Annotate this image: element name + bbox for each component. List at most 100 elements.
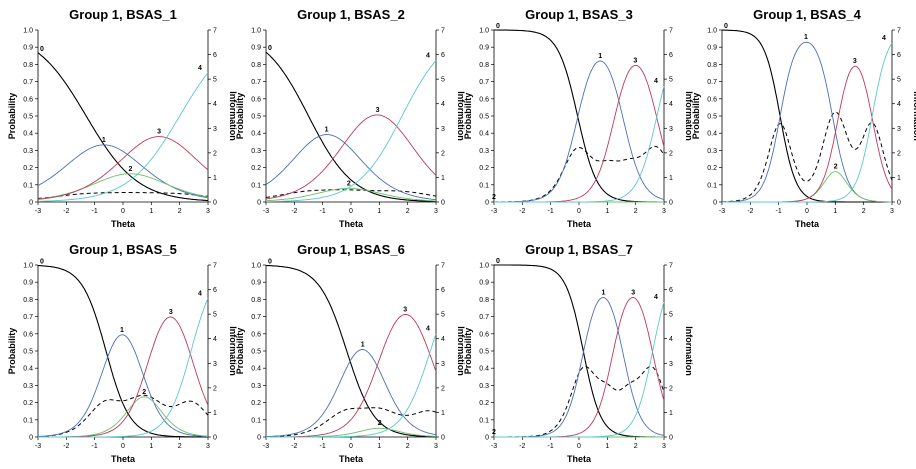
- y-tick-label: 0.6: [23, 96, 33, 103]
- information-curve: [494, 365, 665, 438]
- chart-panel: Group 1, BSAS_6 -3 -2 -1 0 1 2 3 0 0.1 0.2 0.3 0.4 0.…: [228, 235, 466, 469]
- x-tick-label: -2: [63, 208, 69, 215]
- category-curve-2: [37, 173, 209, 200]
- x-axis-label: Theta: [111, 454, 136, 464]
- category-label-1: 1: [120, 327, 124, 334]
- info-tick-label: 1: [897, 175, 901, 182]
- info-tick-label: 3: [441, 126, 445, 133]
- y-tick-label: 0.4: [251, 366, 261, 373]
- x-tick-label: 2: [406, 208, 410, 215]
- y-tick-label: 0.1: [251, 417, 261, 424]
- category-curve-1: [494, 60, 665, 203]
- y-tick-label: 0.7: [479, 314, 489, 321]
- info-tick-label: 2: [897, 150, 901, 157]
- y-tick-label: 0.4: [479, 131, 489, 138]
- info-tick-label: 0: [213, 435, 217, 442]
- x-tick-label: 0: [349, 443, 353, 450]
- category-label-3: 3: [631, 289, 635, 296]
- x-tick-label: 3: [434, 208, 438, 215]
- category-curve-3: [265, 114, 437, 200]
- chart-svg: Group 1, BSAS_3-3 -2 -1 0 1 2 300.10.20.30.40.…: [463, 7, 694, 229]
- y-axis-label: Probability: [235, 328, 245, 375]
- info-axis-label: Information: [456, 326, 466, 376]
- y-tick-label: 0.9: [251, 280, 261, 287]
- y-tick-label: 0.3: [251, 383, 261, 390]
- information-curve: [722, 111, 893, 203]
- category-curve-0: [37, 52, 208, 202]
- info-tick-label: 2: [669, 150, 673, 157]
- category-curve-0: [494, 264, 664, 438]
- category-label-4: 4: [198, 65, 202, 72]
- category-label-2: 2: [347, 180, 351, 187]
- category-label-3: 3: [853, 58, 857, 65]
- info-tick-label: 0: [441, 435, 445, 442]
- y-tick-label: 0.2: [251, 400, 261, 407]
- y-tick-label: 0.6: [23, 331, 33, 338]
- info-tick-label: 7: [441, 263, 445, 270]
- info-tick-label: 0: [213, 200, 217, 207]
- category-curve-4: [266, 333, 437, 438]
- x-tick-label: -3: [719, 208, 725, 215]
- x-tick-label: -2: [519, 208, 525, 215]
- info-tick-label: 7: [441, 28, 445, 35]
- category-label-4: 4: [198, 290, 202, 297]
- info-tick-label: 7: [213, 263, 217, 270]
- chart-svg: Group 1, BSAS_5-3 -2 -1 0 1 2 300.10.20.30.40.…: [7, 242, 238, 464]
- y-tick-label: 0.4: [479, 366, 489, 373]
- y-axis-label: Probability: [7, 328, 17, 375]
- chart-svg: Group 1, BSAS_4-3 -2 -1 0 1 2 300.10.20.30.40.…: [691, 7, 916, 229]
- x-axis-label: Theta: [111, 219, 136, 229]
- x-tick-label: -2: [519, 443, 525, 450]
- info-axis-label: Information: [912, 91, 916, 141]
- x-tick-label: 3: [662, 443, 666, 450]
- y-tick-label: 0.4: [23, 131, 33, 138]
- category-label-1: 1: [102, 137, 106, 144]
- category-label-3: 3: [403, 306, 407, 313]
- info-tick-label: 2: [669, 385, 673, 392]
- y-tick-label: 0.1: [479, 417, 489, 424]
- info-axis-label: Information: [684, 326, 694, 376]
- chart-title: Group 1, BSAS_7: [525, 242, 633, 257]
- y-tick-label: 1.0: [23, 28, 33, 35]
- category-label-0: 0: [268, 45, 272, 52]
- y-tick-label: 0.7: [707, 79, 717, 86]
- y-tick-label: 0.6: [707, 96, 717, 103]
- y-tick-label: 0.3: [23, 148, 33, 155]
- x-tick-label: -3: [35, 443, 41, 450]
- category-curve-3: [266, 313, 437, 438]
- category-label-3: 3: [633, 57, 637, 64]
- category-label-0: 0: [268, 259, 272, 266]
- information-curve: [266, 407, 437, 438]
- info-tick-label: 4: [213, 336, 217, 343]
- y-tick-label: 0: [257, 200, 261, 207]
- y-tick-label: 0.3: [23, 383, 33, 390]
- x-tick-label: 0: [805, 208, 809, 215]
- x-axis-label: Theta: [567, 454, 592, 464]
- category-label-3: 3: [157, 129, 161, 136]
- category-label-2: 2: [492, 429, 496, 436]
- info-tick-label: 4: [897, 101, 901, 108]
- y-tick-label: 0.8: [23, 62, 33, 69]
- info-tick-label: 1: [441, 175, 445, 182]
- y-axis-label: Probability: [463, 93, 473, 140]
- info-tick-label: 5: [213, 77, 217, 84]
- x-tick-label: -1: [92, 208, 98, 215]
- info-tick-label: 4: [441, 336, 445, 343]
- info-tick-label: 4: [441, 101, 445, 108]
- info-tick-label: 3: [213, 126, 217, 133]
- x-tick-label: -1: [776, 208, 782, 215]
- info-tick-label: 3: [441, 361, 445, 368]
- chart-panel: Group 1, BSAS_2 -3 -2 -1 0 1 2 3 0 0.1 0.2 0.3 0.4 0.…: [228, 0, 466, 234]
- info-tick-label: 3: [897, 126, 901, 133]
- y-axis-label: Probability: [463, 328, 473, 375]
- x-tick-label: 3: [206, 443, 210, 450]
- info-tick-label: 3: [213, 361, 217, 368]
- y-tick-label: 0.6: [251, 96, 261, 103]
- x-axis-label: Theta: [339, 219, 364, 229]
- chart-panel: Group 1, BSAS_5 -3 -2 -1 0 1 2 3 0 0.1 0.2 0.3 0.4 0.…: [0, 235, 238, 469]
- info-tick-label: 0: [669, 200, 673, 207]
- y-tick-label: 1.0: [251, 263, 261, 270]
- info-tick-label: 7: [213, 28, 217, 35]
- x-tick-label: 1: [377, 443, 381, 450]
